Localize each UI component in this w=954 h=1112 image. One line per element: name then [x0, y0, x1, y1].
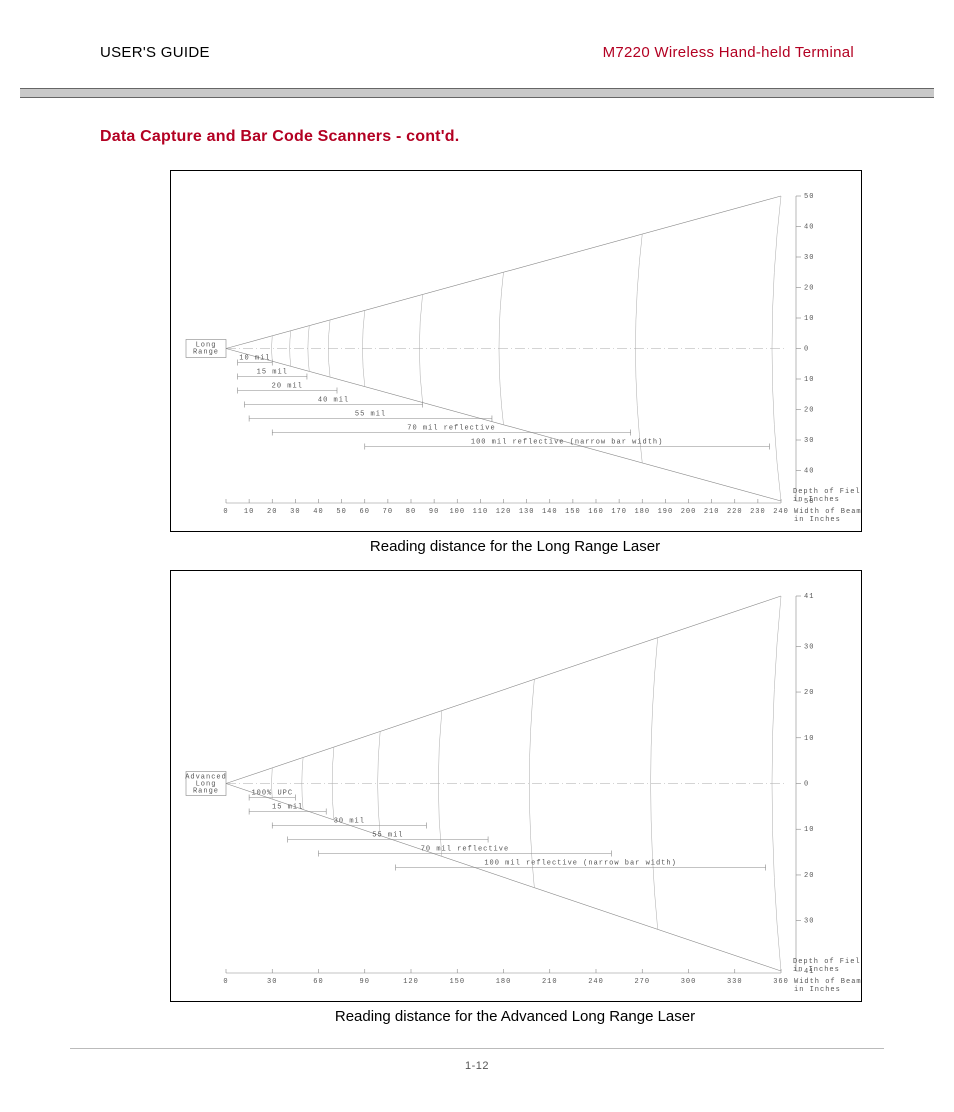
- page-header: USER'S GUIDE M7220 Wireless Hand-held Te…: [100, 44, 854, 61]
- svg-text:0: 0: [223, 508, 228, 516]
- svg-text:15 mil: 15 mil: [257, 369, 288, 377]
- figure2-caption: Reading distance for the Advanced Long R…: [170, 1008, 860, 1025]
- svg-text:40: 40: [804, 224, 814, 232]
- svg-text:100% UPC: 100% UPC: [251, 790, 293, 798]
- svg-text:240: 240: [588, 978, 604, 986]
- figure-adv-long-range: AdvancedLongRange41302010010203041Width …: [170, 570, 862, 1002]
- section-title: Data Capture and Bar Code Scanners - con…: [100, 128, 459, 146]
- svg-text:30: 30: [804, 437, 814, 445]
- svg-text:150: 150: [449, 978, 465, 986]
- svg-text:90: 90: [429, 508, 439, 516]
- svg-text:330: 330: [727, 978, 743, 986]
- svg-text:120: 120: [403, 978, 419, 986]
- figure-long-range: LongRange504030201001020304050Width of B…: [170, 170, 862, 532]
- svg-text:120: 120: [496, 508, 512, 516]
- svg-text:40: 40: [804, 468, 814, 476]
- svg-text:20: 20: [804, 285, 814, 293]
- svg-text:60: 60: [360, 508, 370, 516]
- svg-text:10 mil: 10 mil: [239, 355, 270, 363]
- svg-text:Range: Range: [193, 349, 219, 357]
- svg-text:0: 0: [804, 781, 809, 789]
- svg-text:220: 220: [727, 508, 743, 516]
- page-number: 1-12: [0, 1060, 954, 1072]
- svg-text:230: 230: [750, 508, 766, 516]
- svg-text:40: 40: [313, 508, 323, 516]
- svg-text:30: 30: [804, 643, 814, 651]
- svg-text:10: 10: [804, 315, 814, 323]
- svg-text:Width of Beam: Width of Beam: [794, 978, 861, 986]
- svg-text:40 mil: 40 mil: [318, 397, 349, 405]
- svg-text:180: 180: [634, 508, 650, 516]
- svg-text:Width of Beam: Width of Beam: [794, 508, 861, 516]
- svg-text:30: 30: [267, 978, 277, 986]
- svg-text:20: 20: [804, 689, 814, 697]
- svg-text:10: 10: [244, 508, 254, 516]
- page: USER'S GUIDE M7220 Wireless Hand-held Te…: [0, 0, 954, 1112]
- svg-text:20: 20: [804, 872, 814, 880]
- svg-text:50: 50: [804, 193, 814, 201]
- svg-text:70: 70: [383, 508, 393, 516]
- svg-text:20: 20: [267, 508, 277, 516]
- svg-text:190: 190: [658, 508, 674, 516]
- svg-text:80: 80: [406, 508, 416, 516]
- svg-text:210: 210: [542, 978, 558, 986]
- svg-text:70 mil reflective: 70 mil reflective: [407, 425, 495, 433]
- svg-text:270: 270: [634, 978, 650, 986]
- svg-text:41: 41: [804, 593, 814, 601]
- adv-long-range-diagram: AdvancedLongRange41302010010203041Width …: [171, 571, 861, 1001]
- header-right: M7220 Wireless Hand-held Terminal: [603, 44, 854, 61]
- header-left: USER'S GUIDE: [100, 44, 210, 61]
- svg-text:10: 10: [804, 735, 814, 743]
- svg-text:Range: Range: [193, 788, 219, 796]
- svg-text:360: 360: [773, 978, 789, 986]
- svg-text:0: 0: [223, 978, 228, 986]
- svg-text:in Inches: in Inches: [794, 516, 841, 524]
- svg-text:300: 300: [681, 978, 697, 986]
- svg-text:180: 180: [496, 978, 512, 986]
- svg-text:100 mil reflective (narrow bar: 100 mil reflective (narrow bar width): [484, 860, 676, 868]
- figure1-caption: Reading distance for the Long Range Lase…: [170, 538, 860, 555]
- svg-text:30: 30: [290, 508, 300, 516]
- svg-text:170: 170: [611, 508, 627, 516]
- svg-text:30 mil: 30 mil: [334, 818, 365, 826]
- svg-text:50: 50: [336, 508, 346, 516]
- svg-text:0: 0: [804, 346, 809, 354]
- svg-text:30: 30: [804, 254, 814, 262]
- svg-text:140: 140: [542, 508, 558, 516]
- svg-text:90: 90: [360, 978, 370, 986]
- svg-text:130: 130: [519, 508, 535, 516]
- svg-text:55 mil: 55 mil: [355, 411, 386, 419]
- footer-rule: [70, 1048, 884, 1049]
- svg-text:160: 160: [588, 508, 604, 516]
- svg-text:in Inches: in Inches: [793, 966, 840, 974]
- svg-text:20 mil: 20 mil: [272, 383, 303, 391]
- svg-text:110: 110: [473, 508, 489, 516]
- svg-text:60: 60: [313, 978, 323, 986]
- svg-text:in Inches: in Inches: [794, 986, 841, 994]
- svg-text:100 mil reflective (narrow bar: 100 mil reflective (narrow bar width): [471, 439, 663, 447]
- header-rule: [20, 88, 934, 98]
- svg-text:70 mil reflective: 70 mil reflective: [421, 846, 509, 854]
- svg-text:10: 10: [804, 826, 814, 834]
- svg-text:200: 200: [681, 508, 697, 516]
- svg-text:15 mil: 15 mil: [272, 804, 303, 812]
- svg-text:100: 100: [449, 508, 465, 516]
- long-range-diagram: LongRange504030201001020304050Width of B…: [171, 171, 861, 531]
- svg-text:55 mil: 55 mil: [372, 832, 403, 840]
- svg-text:20: 20: [804, 407, 814, 415]
- svg-text:150: 150: [565, 508, 581, 516]
- svg-text:240: 240: [773, 508, 789, 516]
- svg-text:Depth of Field: Depth of Field: [793, 488, 861, 496]
- svg-text:30: 30: [804, 918, 814, 926]
- svg-text:Depth of Field: Depth of Field: [793, 958, 861, 966]
- svg-text:in Inches: in Inches: [793, 496, 840, 504]
- svg-text:10: 10: [804, 376, 814, 384]
- svg-text:210: 210: [704, 508, 720, 516]
